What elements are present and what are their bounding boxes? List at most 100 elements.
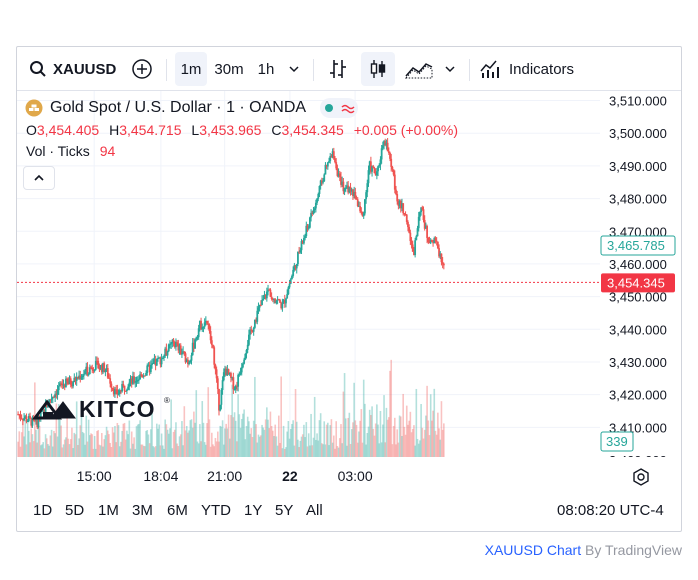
candle-body <box>181 353 183 355</box>
volume-bar <box>408 420 410 457</box>
volume-bar <box>66 412 68 457</box>
candle-body <box>295 263 298 269</box>
range-3m-button[interactable]: 3M <box>132 502 153 519</box>
candle-body <box>148 364 151 373</box>
volume-bar <box>146 430 149 457</box>
volume-bar <box>291 423 293 457</box>
candle-body <box>43 409 46 413</box>
candle-body <box>108 377 110 379</box>
market-status-badge[interactable] <box>320 98 359 118</box>
candle-body <box>111 387 114 389</box>
candles-style-button[interactable] <box>361 52 395 86</box>
candle-body <box>112 388 115 395</box>
candle-body <box>293 265 296 270</box>
candle-body <box>301 241 304 244</box>
candle-body <box>423 219 426 229</box>
timezone-clock[interactable]: 08:08:20 UTC-4 <box>557 502 664 519</box>
x-tick-label: 15:00 <box>76 468 112 484</box>
candle-body <box>134 381 137 383</box>
volume-bar <box>269 411 272 457</box>
candle-body <box>196 337 199 339</box>
volume-bar <box>367 426 370 457</box>
range-ytd-button[interactable]: YTD <box>201 502 231 519</box>
candle-body <box>55 393 58 396</box>
volume-bar <box>258 436 261 457</box>
candle-body <box>228 373 231 375</box>
symbol-search[interactable]: XAUUSD <box>25 52 121 86</box>
low-label: L <box>191 122 200 138</box>
candle-body <box>291 275 293 280</box>
candle-body <box>341 181 344 185</box>
candle-body <box>225 368 228 376</box>
volume-bar <box>19 446 22 457</box>
volume-bar <box>140 444 143 457</box>
volume-bar <box>384 442 387 457</box>
candle-body <box>94 360 97 370</box>
volume-bar <box>422 438 425 457</box>
volume-bar <box>77 444 79 457</box>
candle-body <box>212 344 214 348</box>
volume-bar <box>378 443 381 457</box>
range-1m-button[interactable]: 1M <box>98 502 119 519</box>
tradingview-attribution[interactable]: By TradingView <box>584 542 682 558</box>
range-1y-button[interactable]: 1Y <box>244 502 263 519</box>
range-all-button[interactable]: All <box>306 502 323 519</box>
candle-body <box>427 237 430 242</box>
volume-bar <box>127 434 129 457</box>
volume-bar <box>98 444 101 457</box>
price-chart[interactable]: KITCO ® 3,510.000 3,500.000 3,490.000 3,480… <box>17 91 681 457</box>
candle-body <box>59 383 61 387</box>
indicators-button[interactable]: Indicators <box>479 52 587 86</box>
volume-bar <box>234 420 237 457</box>
volume-bar <box>220 426 223 457</box>
volume-bar <box>328 445 330 457</box>
volume-bar <box>53 430 55 457</box>
volume-bar <box>50 429 53 457</box>
candle-body <box>213 347 216 365</box>
candle-body <box>441 262 444 264</box>
range-6m-button[interactable]: 6M <box>167 502 188 519</box>
collapse-legend-button[interactable] <box>23 166 55 190</box>
candle-body <box>130 378 133 384</box>
candle-body <box>234 385 237 390</box>
candle-body <box>280 302 283 309</box>
candle-body <box>71 384 73 387</box>
range-1d-button[interactable]: 1D <box>33 502 53 519</box>
volume-bar <box>112 432 115 457</box>
candle-body <box>18 414 21 416</box>
chart-settings-button[interactable] <box>630 466 652 488</box>
volume-bar <box>301 434 304 457</box>
bar-style-button[interactable] <box>323 52 353 86</box>
candle-body <box>220 389 223 405</box>
candle-body <box>116 389 119 395</box>
volume-bar <box>86 441 89 457</box>
area-style-button[interactable] <box>401 52 437 86</box>
interval-dropdown-button[interactable] <box>283 52 305 86</box>
candle-body <box>231 377 234 379</box>
candle-body <box>245 349 248 354</box>
market-open-dot-icon <box>324 104 333 112</box>
volume-bar <box>222 444 225 457</box>
candle-body <box>352 189 354 196</box>
interval-1m-button[interactable]: 1m <box>175 52 207 86</box>
range-5d-button[interactable]: 5D <box>65 502 85 519</box>
candle-body <box>146 365 149 374</box>
candle-body <box>305 225 308 237</box>
candle-body <box>161 357 164 359</box>
candle-body <box>47 404 49 408</box>
compare-symbol-button[interactable] <box>129 52 155 86</box>
candle-body <box>402 203 405 214</box>
chart-type-dropdown-button[interactable] <box>439 52 461 86</box>
volume-bar <box>264 419 267 457</box>
volume-bar <box>226 428 229 457</box>
volume-bar <box>57 404 60 457</box>
interval-30m-button[interactable]: 30m <box>211 52 247 86</box>
volume-bar <box>35 429 37 457</box>
volume-bar <box>390 359 393 457</box>
symbol-chart-link[interactable]: XAUUSD Chart <box>484 542 582 558</box>
volume-bar <box>257 434 260 457</box>
interval-1h-button[interactable]: 1h <box>253 52 279 86</box>
volume-bar <box>91 434 94 457</box>
range-5y-button[interactable]: 5Y <box>275 502 294 519</box>
volume-bar <box>282 425 285 457</box>
